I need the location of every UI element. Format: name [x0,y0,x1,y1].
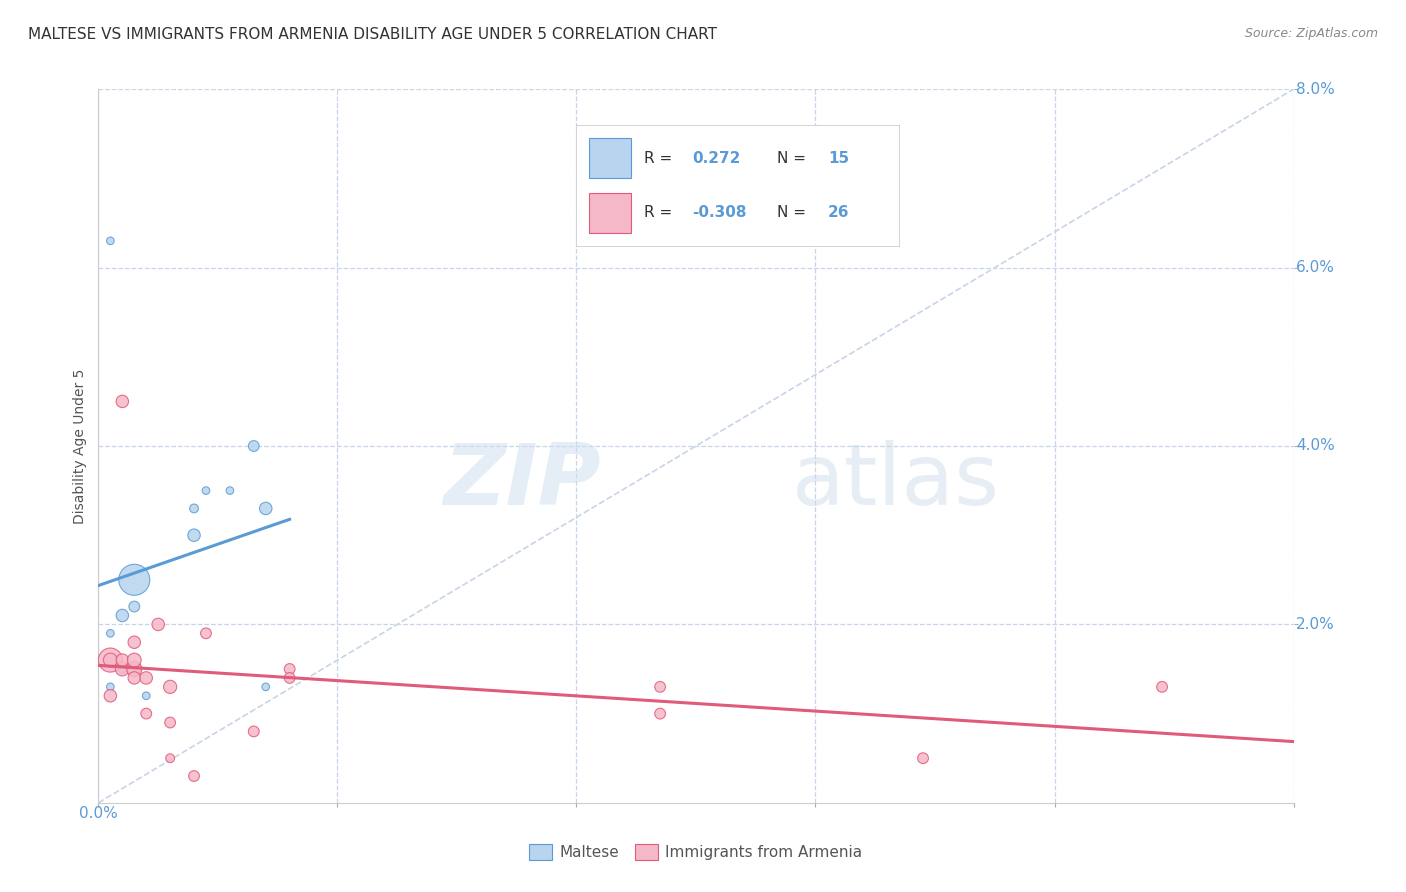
Text: 4.0%: 4.0% [1296,439,1334,453]
Point [124,599,146,614]
Point [124,573,146,587]
Point [194,483,218,498]
Point [183,528,205,542]
Point [98,653,122,667]
Text: 8.0%: 8.0% [1296,82,1334,96]
Text: atlas: atlas [792,440,1000,524]
Point [159,715,181,730]
Point [98,626,122,640]
Point [278,662,301,676]
Point [278,671,301,685]
Point [124,662,146,676]
Point [254,680,277,694]
Text: Source: ZipAtlas.com: Source: ZipAtlas.com [1244,27,1378,40]
Point [124,662,146,676]
Legend: Maltese, Immigrants from Armenia: Maltese, Immigrants from Armenia [523,838,869,866]
Point [98,689,122,703]
Text: 2.0%: 2.0% [1296,617,1334,632]
Point [135,689,157,703]
Point [124,635,146,649]
Point [111,394,134,409]
Point [183,501,205,516]
Point [135,671,157,685]
Point [148,617,170,632]
Point [183,769,205,783]
Point [135,706,157,721]
Point [111,653,134,667]
Point [911,751,934,765]
Text: ZIP: ZIP [443,440,600,524]
Point [124,653,146,667]
Point [111,662,134,676]
Point [98,680,122,694]
Point [98,234,122,248]
Text: 6.0%: 6.0% [1296,260,1334,275]
Point [648,706,672,721]
Point [111,662,134,676]
Point [124,671,146,685]
Point [219,483,242,498]
Point [98,653,122,667]
Point [159,680,181,694]
Point [111,608,134,623]
Point [1150,680,1173,694]
Y-axis label: Disability Age Under 5: Disability Age Under 5 [73,368,87,524]
Point [159,751,181,765]
Point [194,626,218,640]
Point [243,439,266,453]
Point [648,680,672,694]
Text: MALTESE VS IMMIGRANTS FROM ARMENIA DISABILITY AGE UNDER 5 CORRELATION CHART: MALTESE VS IMMIGRANTS FROM ARMENIA DISAB… [28,27,717,42]
Point [254,501,277,516]
Point [243,724,266,739]
Text: 0.0%: 0.0% [79,806,118,822]
